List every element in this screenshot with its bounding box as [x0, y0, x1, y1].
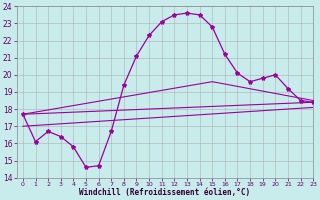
X-axis label: Windchill (Refroidissement éolien,°C): Windchill (Refroidissement éolien,°C) [79, 188, 251, 197]
